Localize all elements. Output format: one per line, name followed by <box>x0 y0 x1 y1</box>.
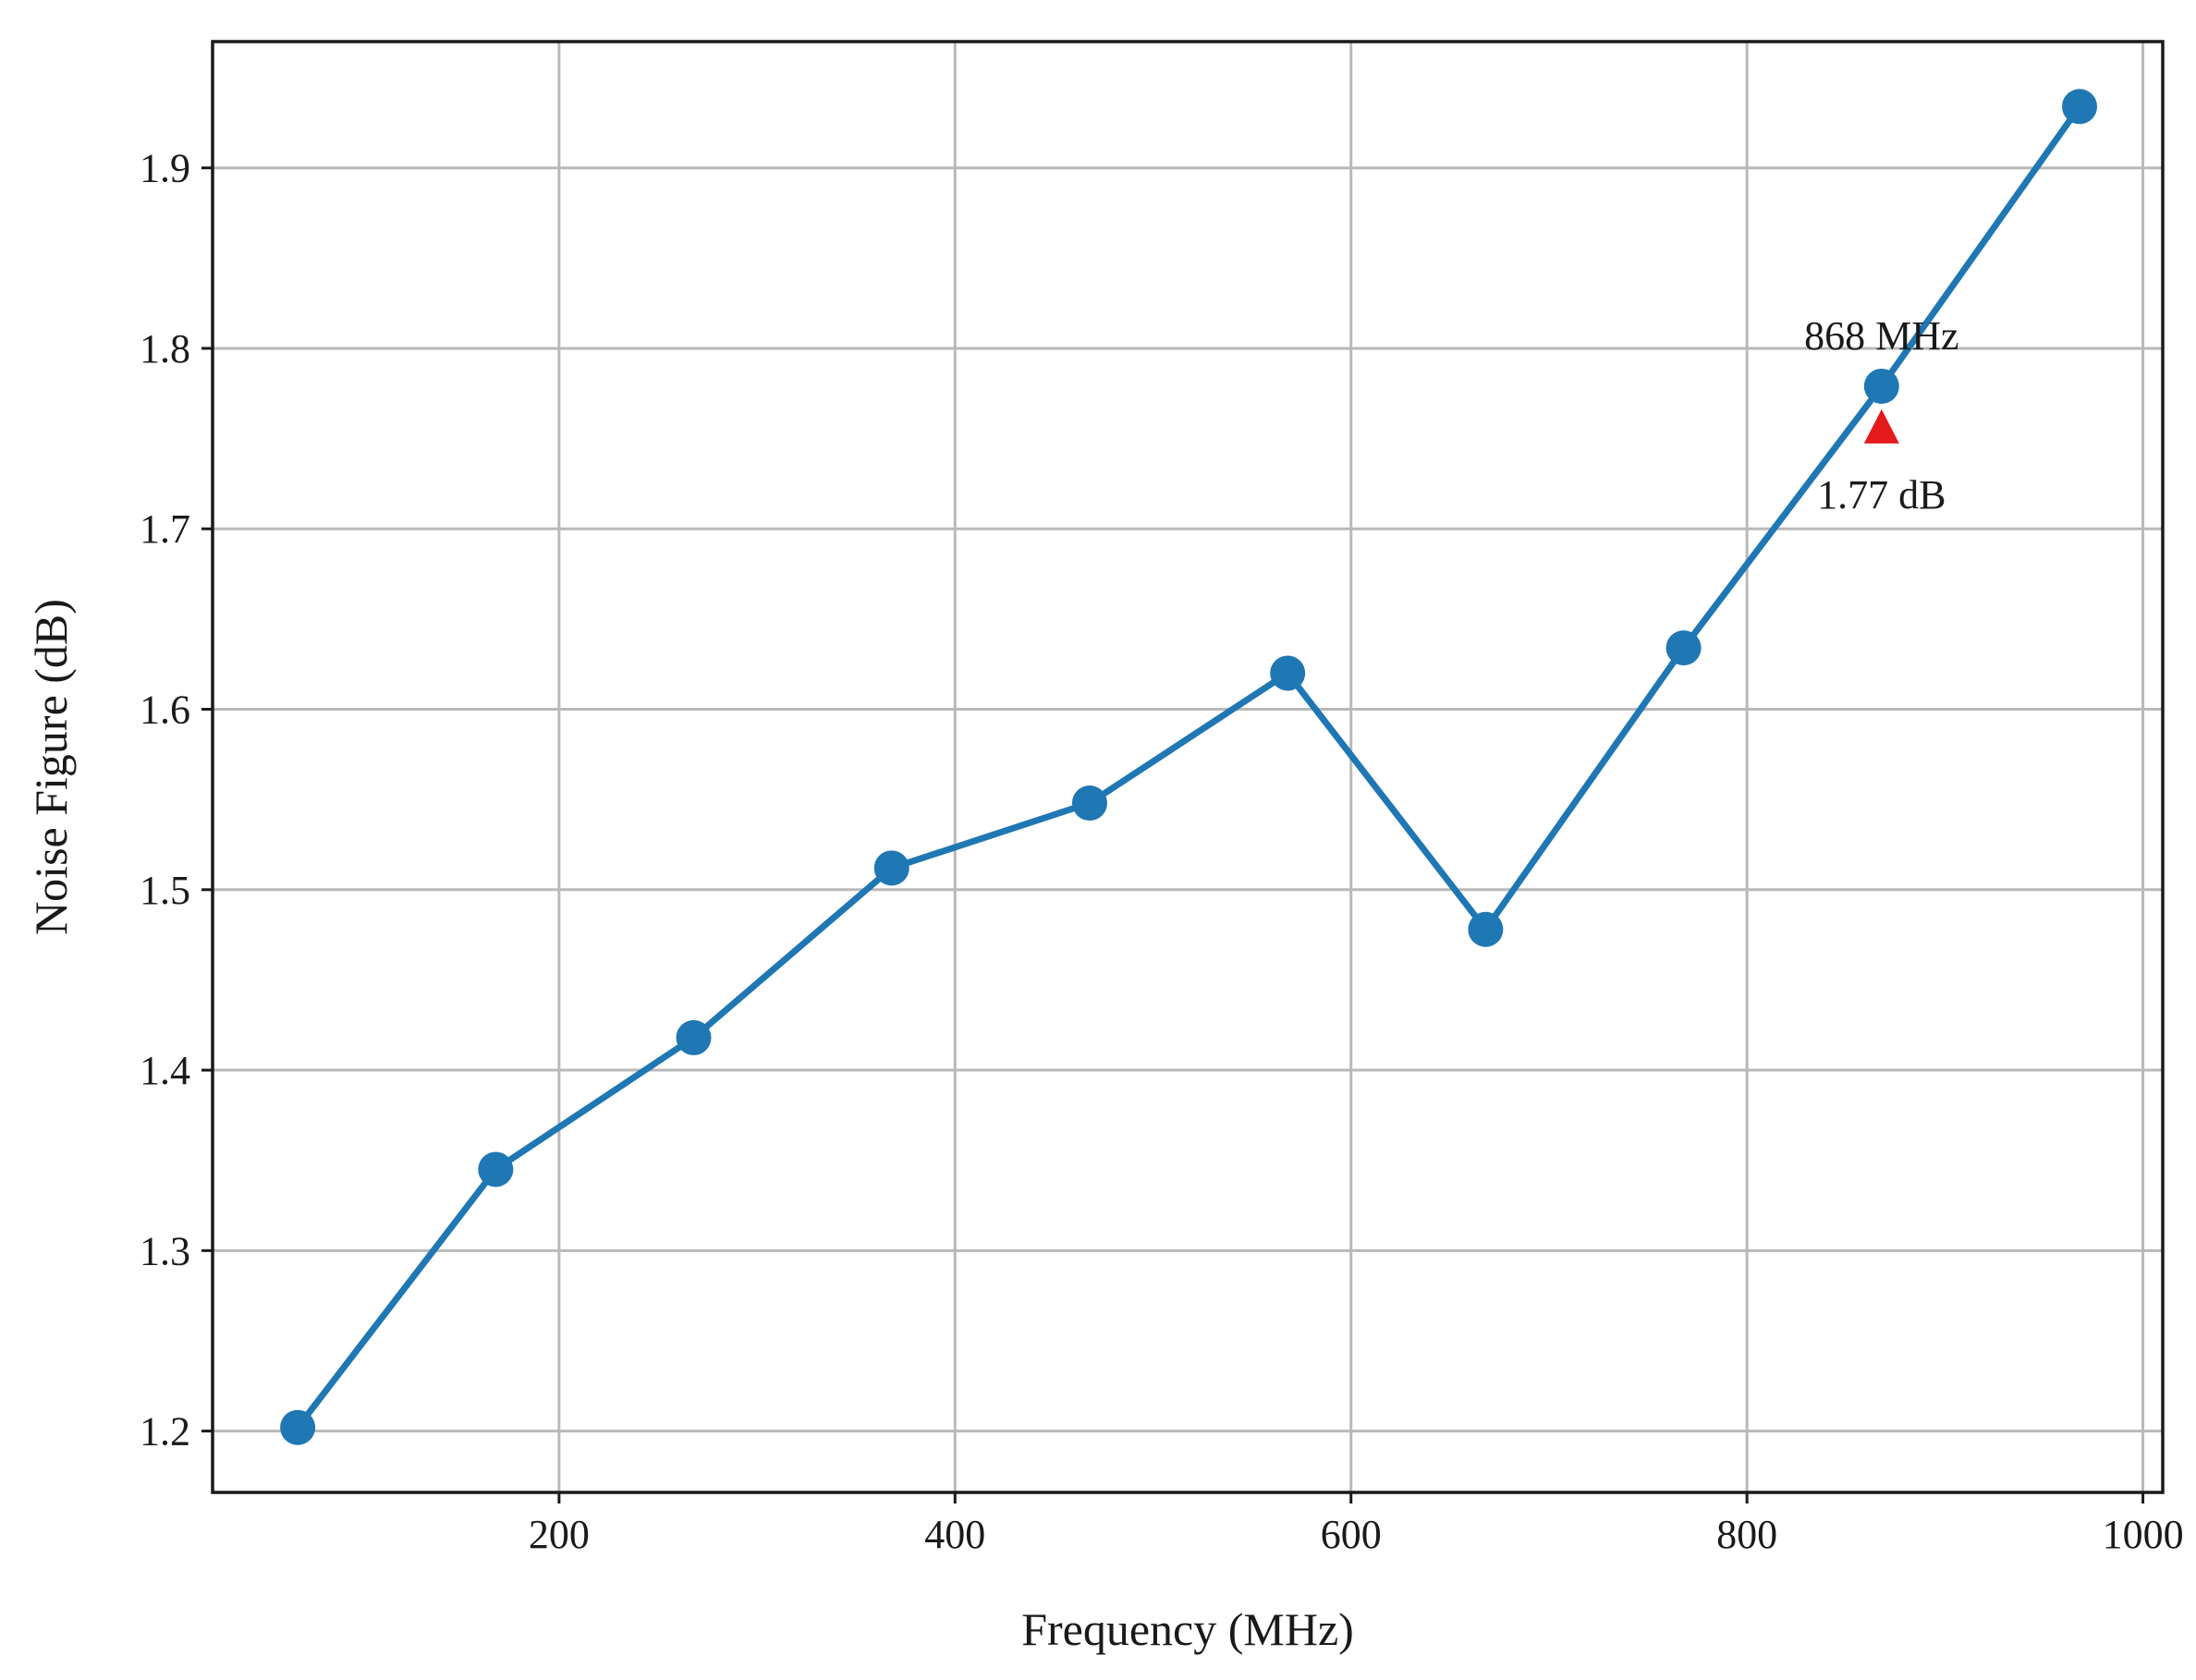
data-point <box>478 1151 514 1187</box>
data-point <box>1468 911 1504 947</box>
data-point <box>1071 785 1107 822</box>
data-point <box>1863 368 1899 404</box>
value-annotation: 1.77 dB <box>1817 472 1946 517</box>
annotations: 868 MHz 1.77 dB <box>1804 313 1958 517</box>
x-tick-label: 400 <box>924 1512 985 1557</box>
x-tick-label: 1000 <box>2103 1512 2184 1557</box>
data-point <box>1665 630 1702 666</box>
y-tick-label: 1.6 <box>140 688 190 733</box>
y-tick-label: 1.5 <box>140 868 190 913</box>
axis-ticks: 200 400 600 800 1000 1.2 1.3 1.4 1.5 1.6 1.7 1.8 1.9 <box>140 146 2184 1557</box>
marker-triangle <box>1863 408 1899 444</box>
y-tick-label: 1.8 <box>140 326 190 371</box>
y-tick-label: 1.7 <box>140 506 190 552</box>
x-tick-label: 800 <box>1716 1512 1777 1557</box>
grid-lines <box>213 42 2163 1492</box>
data-point <box>873 850 909 886</box>
y-tick-label: 1.4 <box>140 1048 190 1093</box>
x-tick-label: 200 <box>529 1512 590 1557</box>
data-series <box>280 89 2098 1445</box>
data-point <box>676 1019 712 1055</box>
data-point <box>1270 655 1306 691</box>
y-tick-label: 1.2 <box>140 1409 190 1455</box>
x-tick-label: 600 <box>1321 1512 1382 1557</box>
y-axis-title: Noise Figure (dB) <box>25 599 77 935</box>
y-tick-label: 1.3 <box>140 1228 190 1273</box>
data-point <box>2062 89 2098 125</box>
plot-frame <box>211 40 2165 1494</box>
y-tick-label: 1.9 <box>140 146 190 191</box>
data-point <box>280 1409 316 1445</box>
frequency-annotation: 868 MHz <box>1804 313 1958 359</box>
x-axis-title: Frequency (MHz) <box>1021 1603 1354 1655</box>
series-line <box>295 104 2082 1430</box>
